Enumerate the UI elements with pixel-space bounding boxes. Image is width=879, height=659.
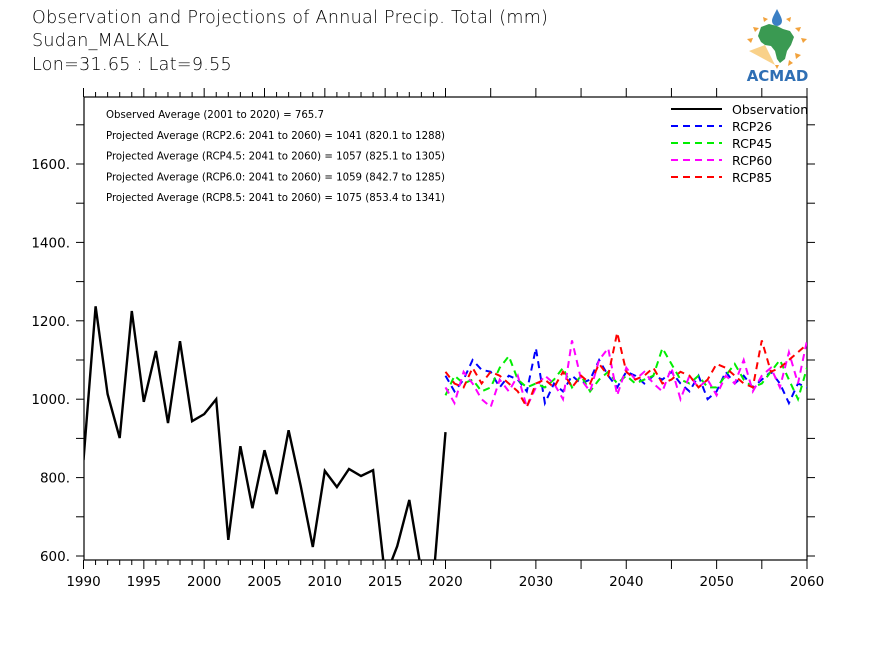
legend-background: [667, 100, 806, 188]
y-tick-labels: 600. 800. 1000. 1200. 1400. 1600.: [31, 157, 70, 565]
legend-label-rcp45: RCP45: [732, 136, 772, 151]
y-tick-label: 600.: [40, 549, 70, 565]
y-tick-label: 1000.: [31, 392, 70, 408]
plot-axes: [76, 88, 815, 569]
annotation-text: Observed Average (2001 to 2020) = 765.7: [106, 110, 324, 121]
y-tick-label: 1400.: [31, 235, 70, 251]
series-line-rcp85: [444, 332, 807, 410]
x-tick-label: 2060: [790, 574, 824, 590]
legend-label-rcp85: RCP85: [732, 170, 772, 185]
x-tick-label: 2000: [187, 574, 221, 590]
x-tick-label: 2005: [247, 574, 281, 590]
annotation-text: Projected Average (RCP4.5: 2041 to 2060)…: [106, 152, 445, 163]
x-tick-label: 2015: [368, 574, 402, 590]
annotation-text: Projected Average (RCP6.0: 2041 to 2060)…: [106, 172, 445, 183]
x-tick-label: 2020: [428, 574, 462, 590]
x-tick-label: 2030: [519, 574, 553, 590]
legend-label-rcp60: RCP60: [732, 153, 772, 168]
acmad-logo-text: ACMAD: [747, 67, 809, 85]
annotation-text: Projected Average (RCP2.6: 2041 to 2060)…: [106, 131, 445, 142]
y-tick-label: 1600.: [31, 157, 70, 173]
series-line-rcp60: [444, 340, 807, 410]
x-tick-labels: 1990 1995 2000 2005 2010 2015 2020 2030 2040 2050…: [66, 574, 824, 590]
legend-label-rcp26: RCP26: [732, 119, 772, 134]
series-line-rcp45: [444, 345, 807, 403]
station-coordinates: Lon=31.65 : Lat=9.55: [32, 55, 232, 75]
series-observation: [84, 306, 447, 560]
x-tick-label: 2010: [308, 574, 342, 590]
y-tick-label: 800.: [40, 471, 70, 487]
legend-label-observation: Observation: [732, 102, 808, 117]
x-tick-label: 1990: [66, 574, 100, 590]
series-layer: [84, 306, 807, 560]
annotations: Observed Average (2001 to 2020) = 765.7 P…: [106, 110, 445, 204]
acmad-africa-logo-icon: ACMAD: [747, 9, 809, 85]
station-name: Sudan_MALKAL: [32, 31, 170, 51]
chart-title: Observation and Projections of Annual Pr…: [32, 8, 549, 28]
series-line-observation: [84, 306, 447, 560]
annotation-text: Projected Average (RCP8.5: 2041 to 2060)…: [106, 193, 445, 204]
legend: Observation RCP26 RCP45 RCP60 RCP85: [671, 102, 808, 185]
x-tick-label: 1995: [127, 574, 161, 590]
y-tick-label: 1200.: [31, 314, 70, 330]
x-tick-label: 2040: [609, 574, 643, 590]
series-rcp85: [444, 332, 807, 410]
x-tick-label: 2050: [699, 574, 733, 590]
